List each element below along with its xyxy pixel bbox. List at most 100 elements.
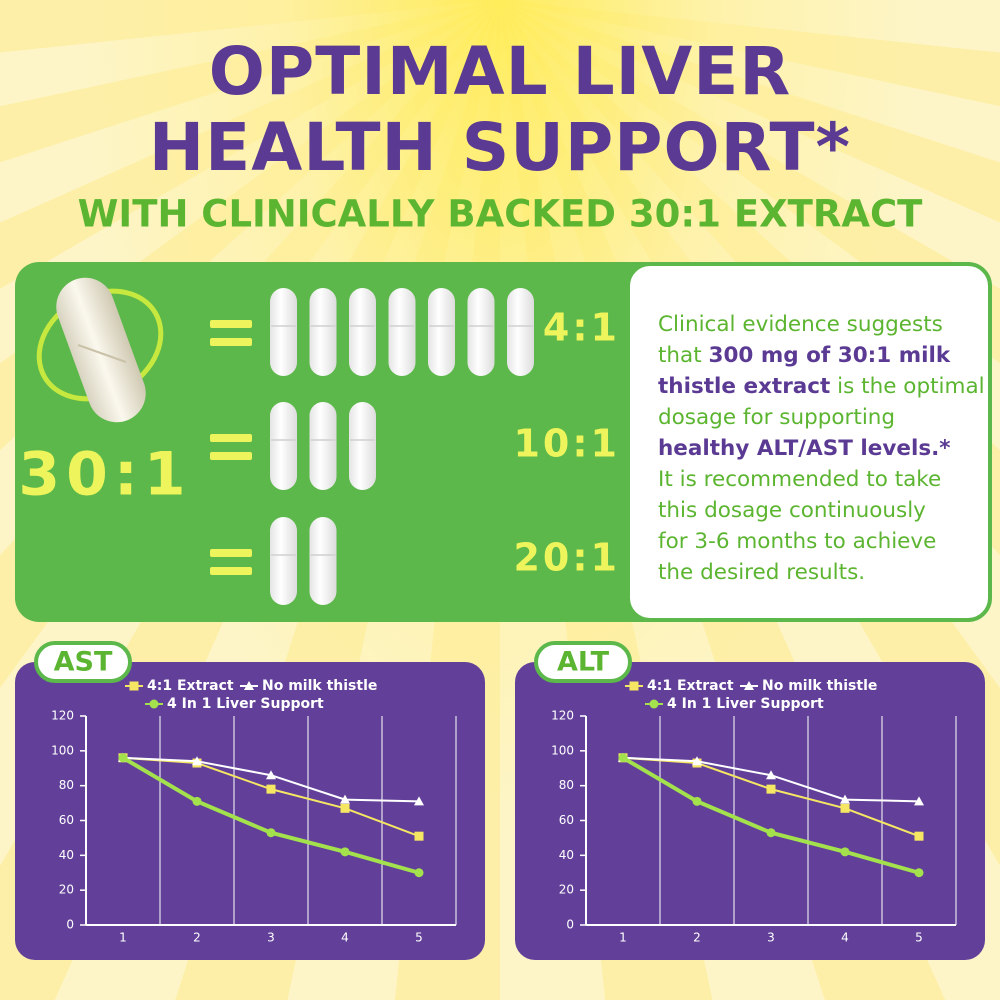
info-line: for 3-6 months to achieve: [658, 529, 936, 554]
data-point: [840, 847, 850, 857]
chart-panel: [15, 662, 485, 960]
info-line: healthy ALT/AST levels.*: [658, 436, 951, 461]
info-segment: that: [658, 343, 709, 368]
x-tick-label: 2: [693, 931, 701, 945]
capsule: [270, 517, 297, 605]
info-line: that 300 mg of 30:1 milk: [658, 343, 951, 368]
info-segment: the desired results.: [658, 560, 865, 585]
data-point: [414, 868, 424, 878]
y-tick-label: 100: [551, 743, 574, 757]
equals-bar: [210, 549, 252, 557]
info-panel: [626, 262, 992, 622]
data-point: [618, 753, 628, 763]
x-tick-label: 3: [267, 931, 275, 945]
data-point: [692, 756, 702, 766]
capsule: [270, 402, 297, 490]
equals-bar: [210, 567, 252, 575]
info-segment: healthy ALT/AST levels.*: [658, 436, 951, 461]
capsule-rows: [210, 288, 534, 605]
capsule: [270, 288, 297, 376]
info-segment: It is recommended to take: [658, 467, 941, 492]
capsule: [309, 402, 337, 490]
y-tick-label: 0: [66, 918, 74, 932]
data-point: [840, 803, 850, 813]
legend-label: 4 In 1 Liver Support: [167, 696, 324, 712]
legend-label: No milk thistle: [762, 678, 877, 694]
data-point: [266, 828, 276, 838]
info-segment: thistle extract: [658, 374, 830, 399]
capsule: [349, 288, 376, 376]
y-tick-label: 60: [559, 813, 574, 827]
legend-label: 4 In 1 Liver Support: [667, 696, 824, 712]
info-segment: Clinical evidence suggests: [658, 312, 943, 337]
x-tick-label: 5: [915, 931, 923, 945]
data-point: [914, 796, 924, 806]
y-tick-label: 40: [559, 848, 574, 862]
y-tick-label: 20: [559, 883, 574, 897]
title-line: OPTIMAL LIVER: [209, 33, 791, 110]
legend-label: 4:1 Extract: [647, 678, 734, 694]
data-point: [266, 770, 276, 780]
data-point: [914, 831, 924, 841]
main-capsule: [36, 277, 164, 423]
info-segment: dosage for supporting: [658, 405, 895, 430]
capsule: [388, 288, 416, 376]
data-point: [340, 803, 350, 813]
x-tick-label: 3: [767, 931, 775, 945]
chart: ALT 0 20 40 60 80 100 120 1 2 3 4 5 4:1 Extract No mil…: [515, 641, 985, 960]
equals-bar: [210, 434, 252, 442]
chart-panel: [515, 662, 985, 960]
x-tick-label: 2: [193, 931, 201, 945]
data-point: [914, 868, 924, 878]
data-point: [766, 770, 776, 780]
data-point: [244, 681, 254, 690]
y-tick-label: 80: [59, 778, 74, 792]
data-point: [840, 794, 850, 804]
info-line: It is recommended to take: [658, 467, 941, 492]
ratio-label: 20:1: [513, 536, 620, 580]
data-point: [414, 831, 424, 841]
y-tick-label: 120: [551, 709, 574, 723]
info-text: Clinical evidence suggests that 300 mg of…: [658, 312, 985, 585]
data-point: [340, 847, 350, 857]
data-point: [149, 699, 159, 709]
info-line: thistle extract is the optimal: [658, 374, 985, 399]
equals-bar: [210, 320, 252, 328]
chart: AST 0 20 40 60 80 100 120 1 2 3 4 5 4:1 Extract No mil…: [15, 641, 485, 960]
y-tick-label: 80: [559, 778, 574, 792]
x-tick-label: 4: [341, 931, 349, 945]
data-point: [649, 699, 659, 709]
info-line: this dosage continuously: [658, 498, 926, 523]
chart-tab: [534, 641, 632, 683]
x-tick-label: 5: [415, 931, 423, 945]
main-ratio: 30:1: [18, 440, 191, 510]
y-tick-label: 100: [51, 743, 74, 757]
legend-label: 4:1 Extract: [147, 678, 234, 694]
data-point: [744, 681, 754, 690]
y-tick-label: 60: [59, 813, 74, 827]
info-segment: for 3-6 months to achieve: [658, 529, 936, 554]
title-line: HEALTH SUPPORT*: [149, 109, 851, 186]
ratio-label: 10:1: [513, 422, 620, 466]
data-point: [629, 681, 639, 691]
capsule: [428, 288, 455, 376]
capsule: [507, 288, 534, 376]
data-point: [766, 784, 776, 794]
data-point: [192, 756, 202, 766]
info-segment: 300 mg of 30:1 milk: [709, 343, 951, 368]
info-line: Clinical evidence suggests: [658, 312, 943, 337]
equals-bar: [210, 452, 252, 460]
info-segment: this dosage continuously: [658, 498, 926, 523]
legend-label: No milk thistle: [262, 678, 377, 694]
info-line: the desired results.: [658, 560, 865, 585]
capsule: [309, 517, 337, 605]
data-point: [414, 796, 424, 806]
data-point: [692, 796, 702, 806]
y-tick-label: 0: [566, 918, 574, 932]
y-tick-label: 40: [59, 848, 74, 862]
equals-bar: [210, 338, 252, 346]
x-tick-label: 1: [619, 931, 627, 945]
x-tick-label: 4: [841, 931, 849, 945]
